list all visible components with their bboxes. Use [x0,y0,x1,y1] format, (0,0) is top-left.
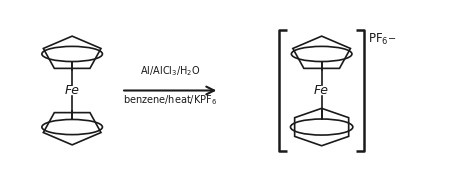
Text: PF$_6$: PF$_6$ [368,32,389,47]
Text: Al/AlCl$_3$/H$_2$O: Al/AlCl$_3$/H$_2$O [140,64,201,78]
Text: benzene/heat/KPF$_6$: benzene/heat/KPF$_6$ [123,93,217,107]
Text: $-$: $-$ [387,32,396,42]
Text: Fe: Fe [314,84,329,97]
Text: Fe: Fe [64,84,80,97]
